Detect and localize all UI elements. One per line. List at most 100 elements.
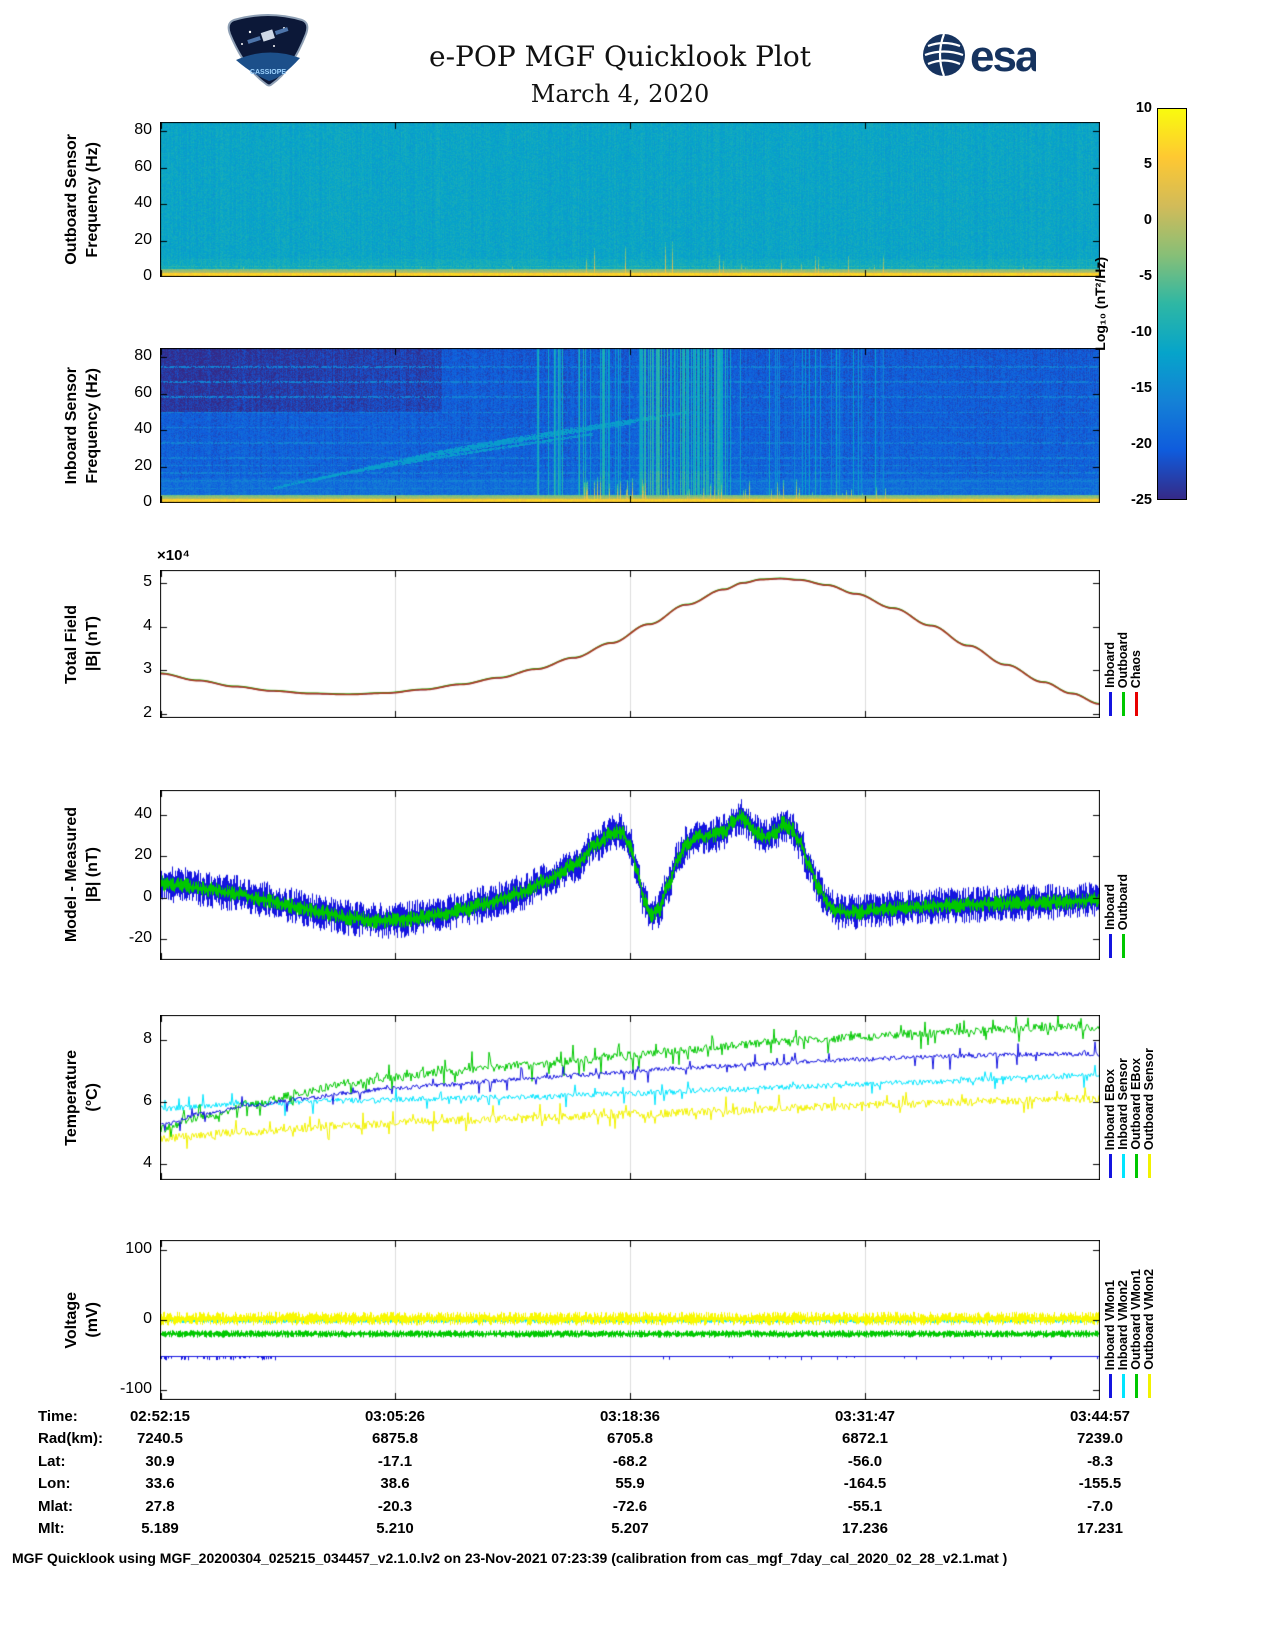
legend-color-mark — [1135, 692, 1139, 716]
legend-entry-inboard-vmon2: Inboard VMon2 — [1116, 1240, 1130, 1400]
y-axis-exponent-label: ×10⁴ — [157, 547, 190, 564]
mission-name-text: CASSIOPE — [250, 69, 287, 76]
outboard-spectrogram-canvas — [160, 122, 1100, 277]
total-field-canvas — [160, 570, 1100, 718]
legend-entry-inboard-vmon1: Inboard VMon1 — [1103, 1240, 1117, 1400]
temperature-canvas — [160, 1015, 1100, 1180]
ephemeris-value: 03:31:47 — [834, 1408, 896, 1425]
ephemeris-value: -164.5 — [843, 1475, 887, 1493]
ephemeris-row-label: Mlat: — [38, 1497, 73, 1515]
ylabel-line: (°C) — [83, 1083, 101, 1112]
ephemeris-value: 33.6 — [145, 1475, 175, 1493]
ephemeris-value: 38.6 — [380, 1475, 410, 1493]
footer-processing-note: MGF Quicklook using MGF_20200304_025215_… — [12, 1550, 1008, 1566]
legend-color-mark — [1122, 692, 1126, 716]
ylabel-line: Frequency (Hz) — [83, 141, 101, 258]
legend-total-field: Inboard Outboard Chaos — [1103, 570, 1176, 718]
ylabel-voltage: Voltage (mV) — [58, 1240, 106, 1400]
ylabel-total-field: Total Field |B| (nT) — [58, 570, 106, 718]
y-tick-label: 20 — [134, 456, 152, 474]
legend-color-mark — [1109, 1154, 1113, 1178]
ephemeris-value: -7.0 — [1087, 1497, 1113, 1515]
legend-color-mark — [1122, 934, 1126, 958]
ephemeris-value: -72.6 — [612, 1497, 648, 1515]
cassiope-mission-logo: CASSIOPE — [222, 8, 314, 97]
colorbar-tick-label: 5 — [1143, 156, 1152, 172]
page-title: e-POP MGF Quicklook Plot — [429, 40, 811, 73]
y-tick-label: -100 — [119, 1379, 152, 1397]
colorbar-tick-label: -15 — [1131, 380, 1152, 396]
y-tick-label: 0 — [143, 493, 152, 510]
colorbar-tick-label: 10 — [1135, 100, 1152, 116]
ephemeris-value: 5.210 — [376, 1520, 414, 1537]
ylabel-line: Model - Measured — [62, 807, 80, 943]
ephemeris-value: -56.0 — [847, 1452, 883, 1470]
y-tick-label: -20 — [128, 929, 152, 947]
ephemeris-row-label: Lat: — [38, 1452, 66, 1470]
ylabel-line: Inboard Sensor — [62, 366, 80, 485]
ephemeris-row-time-: Time: 02:52:15 03:05:26 03:18:36 03:31:47 03:… — [0, 1408, 1275, 1430]
voltage-canvas — [160, 1240, 1100, 1400]
ephemeris-row-label: Mlt: — [38, 1520, 65, 1537]
ephemeris-value: 6875.8 — [372, 1430, 418, 1448]
colorbar-ticks: 10 5 0 -5 -10 -15 -20 -25 — [1110, 100, 1152, 508]
ylabel-model-measured: Model - Measured |B| (nT) — [58, 790, 106, 960]
y-tick-label: 0 — [143, 267, 152, 284]
legend-color-mark — [1148, 1154, 1152, 1178]
ephemeris-row-rad-km-: Rad(km): 7240.5 6875.8 6705.8 6872.1 7239.0 — [0, 1430, 1275, 1452]
plot-date: March 4, 2020 — [530, 80, 710, 108]
ephemeris-value: 7239.0 — [1077, 1430, 1123, 1448]
inboard-spectrogram-panel: 0 20 40 60 80 — [134, 347, 1100, 510]
ephemeris-value: 55.9 — [615, 1475, 645, 1493]
ephemeris-row-label: Rad(km): — [38, 1430, 104, 1448]
ephemeris-value: 5.189 — [141, 1520, 179, 1537]
ephemeris-value: 30.9 — [145, 1452, 175, 1470]
outboard-spectrogram-panel: 0 20 40 60 80 — [134, 121, 1100, 284]
model-measured-canvas — [160, 790, 1100, 960]
esa-logo: esa — [918, 28, 1042, 87]
ephemeris-value: 6872.1 — [842, 1430, 888, 1448]
legend-label: Outboard VMon2 — [1142, 1269, 1157, 1370]
legend-entry-outboard-vmon2: Outboard VMon2 — [1142, 1240, 1157, 1400]
ylabel-outboard-spectrogram: Outboard Sensor Frequency (Hz) — [58, 122, 106, 277]
legend-entry-outboard: Outboard — [1116, 790, 1130, 960]
esa-logo-graphic: esa — [923, 32, 1042, 81]
ephemeris-value: 03:44:57 — [1069, 1408, 1131, 1425]
legend-entry-chaos: Chaos — [1129, 570, 1144, 718]
ephemeris-table: Time: 02:52:15 03:05:26 03:18:36 03:31:47 03:… — [0, 1408, 1275, 1550]
y-tick-label: 0 — [143, 887, 152, 905]
ephemeris-value: -20.3 — [377, 1497, 413, 1515]
colorbar-tick-label: -10 — [1131, 324, 1152, 340]
y-tick-label: 40 — [134, 804, 152, 822]
ylabel-line: Voltage — [62, 1291, 80, 1349]
ephemeris-value: 03:05:26 — [364, 1408, 426, 1425]
ephemeris-value: 03:18:36 — [599, 1408, 661, 1425]
legend-color-mark — [1135, 1374, 1139, 1398]
ephemeris-row-lon-: Lon: 33.6 38.6 55.9 -164.5 -155.5 — [0, 1475, 1275, 1497]
ylabel-line: (mV) — [83, 1302, 101, 1338]
colorbar — [1157, 108, 1187, 500]
inboard-spectrogram-canvas — [160, 348, 1100, 503]
ylabel-inboard-spectrogram: Inboard Sensor Frequency (Hz) — [58, 348, 106, 503]
colorbar-tick-label: 0 — [1143, 212, 1152, 228]
legend-color-mark — [1109, 934, 1113, 958]
legend-entry-outboard-ebox: Outboard EBox — [1129, 1015, 1143, 1180]
ephemeris-value: 27.8 — [145, 1497, 175, 1515]
ephemeris-value: 17.231 — [1077, 1520, 1123, 1537]
ephemeris-value: 6705.8 — [607, 1430, 653, 1448]
temperature-panel: 4 6 8 — [143, 1015, 1100, 1180]
y-tick-label: 100 — [125, 1240, 152, 1258]
ephemeris-row-mlt-: Mlt: 5.189 5.210 5.207 17.236 17.231 — [0, 1520, 1275, 1542]
legend-label: Chaos — [1129, 649, 1144, 688]
y-tick-label: 4 — [143, 616, 152, 634]
legend-label: Outboard Sensor — [1142, 1047, 1157, 1150]
legend-entry-outboard: Outboard — [1116, 570, 1130, 718]
ylabel-line: Outboard Sensor — [62, 134, 80, 265]
ephemeris-row-label: Time: — [38, 1408, 78, 1425]
y-tick-label: 80 — [134, 347, 152, 365]
ephemeris-row-lat-: Lat: 30.9 -17.1 -68.2 -56.0 -8.3 — [0, 1453, 1275, 1475]
y-tick-label: 6 — [143, 1092, 152, 1110]
voltage-panel: -100 0 100 — [120, 1240, 1100, 1400]
legend-color-mark — [1122, 1374, 1126, 1398]
y-tick-label: 80 — [134, 121, 152, 139]
